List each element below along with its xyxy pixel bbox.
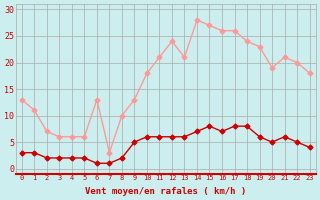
- X-axis label: Vent moyen/en rafales ( km/h ): Vent moyen/en rafales ( km/h ): [85, 187, 246, 196]
